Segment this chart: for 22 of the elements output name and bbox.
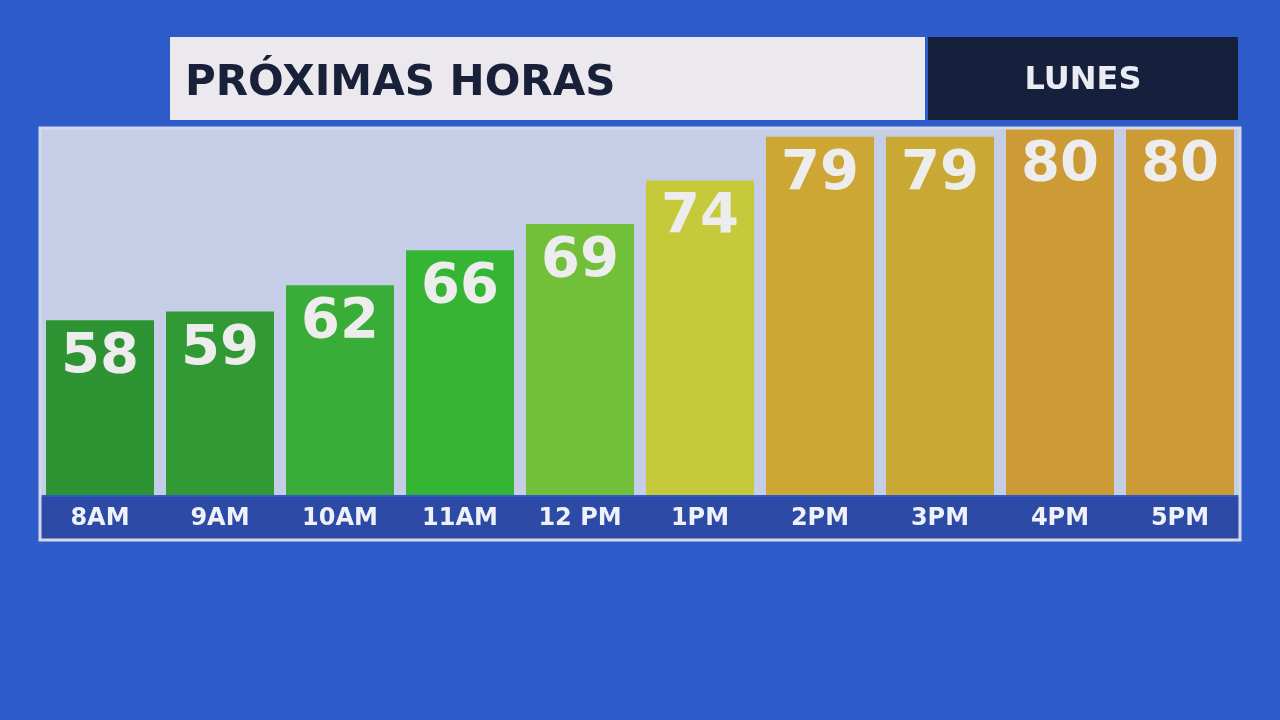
x-tick-label: 10AM: [302, 502, 378, 531]
x-tick-label: 2PM: [790, 502, 850, 531]
data-label: 59: [181, 311, 259, 377]
x-tick-label: 5PM: [1150, 502, 1210, 531]
data-label: 80: [1021, 128, 1099, 193]
x-tick-label: 9AM: [190, 502, 250, 531]
x-tick-label: 8AM: [70, 502, 130, 531]
chart-subtitle: LUNES: [1024, 59, 1142, 97]
data-label: 79: [781, 136, 859, 202]
data-label: 58: [61, 320, 139, 386]
data-label: 79: [901, 136, 979, 202]
data-label: 80: [1141, 128, 1219, 193]
x-tick-label: 11AM: [422, 502, 498, 531]
data-label: 66: [421, 250, 499, 316]
x-tick-label: 3PM: [910, 502, 970, 531]
x-tick-label: 1PM: [670, 502, 730, 531]
chart-title: PRÓXIMAS HORAS: [185, 55, 616, 105]
data-label: 62: [301, 285, 379, 351]
data-label: 69: [541, 224, 619, 290]
x-tick-label: 4PM: [1030, 502, 1090, 531]
data-label: 74: [661, 180, 739, 246]
x-tick-label: 12 PM: [538, 502, 622, 531]
